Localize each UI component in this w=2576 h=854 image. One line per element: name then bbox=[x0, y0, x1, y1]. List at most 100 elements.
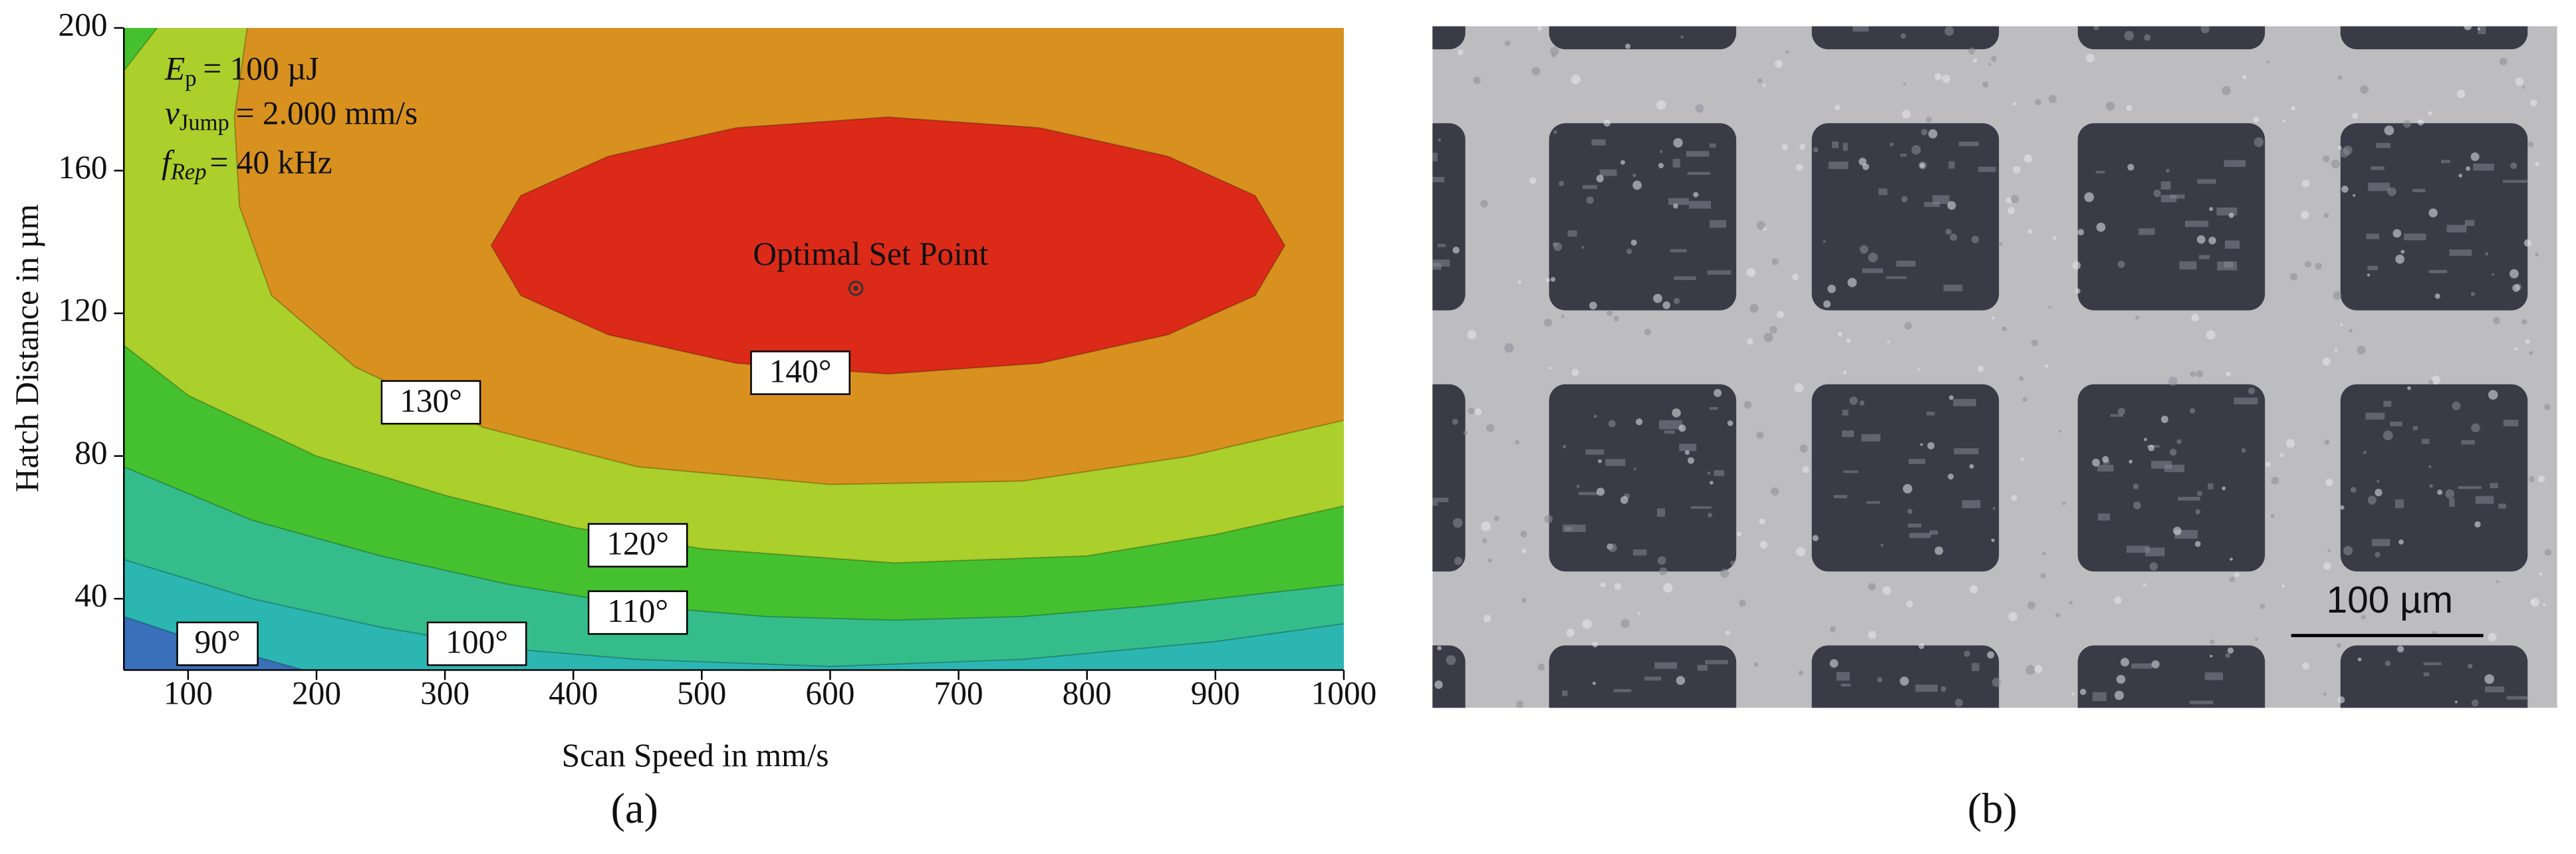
cell-speck bbox=[1834, 752, 1856, 756]
texture-speck bbox=[2363, 450, 2367, 454]
texture-speck bbox=[2259, 603, 2265, 609]
cell-speck bbox=[1924, 202, 1940, 208]
texture-speck bbox=[1608, 420, 1616, 428]
cell-speck bbox=[2421, 438, 2430, 444]
texture-speck bbox=[1550, 277, 1556, 282]
texture-speck bbox=[2429, 484, 2433, 488]
dark-cell bbox=[1811, 645, 1999, 708]
texture-speck bbox=[2169, 448, 2177, 456]
texture-speck bbox=[1659, 567, 1668, 576]
texture-speck bbox=[1637, 612, 1641, 615]
texture-speck bbox=[2148, 444, 2155, 452]
y-tick-label: 40 bbox=[74, 577, 107, 613]
cell-speck bbox=[1831, 0, 1850, 1]
cell-speck bbox=[2210, 21, 2224, 25]
texture-speck bbox=[2102, 456, 2109, 463]
cell-speck bbox=[1833, 495, 1847, 499]
texture-speck bbox=[1830, 626, 1836, 633]
texture-speck bbox=[2470, 292, 2476, 297]
cell-speck bbox=[2218, 17, 2240, 23]
contour-line bbox=[490, 116, 1286, 375]
texture-speck bbox=[2248, 387, 2255, 395]
texture-speck bbox=[1516, 700, 1524, 708]
cell-speck bbox=[2498, 503, 2506, 509]
texture-speck bbox=[1940, 686, 1946, 692]
cell-speck bbox=[1908, 458, 1926, 464]
texture-speck bbox=[2077, 229, 2085, 235]
texture-speck bbox=[1876, 677, 1882, 682]
cell-speck bbox=[1705, 660, 1728, 664]
texture-speck bbox=[2265, 462, 2271, 468]
cell-speck bbox=[2371, 539, 2390, 547]
cell-speck bbox=[2216, 208, 2238, 215]
cell-speck bbox=[2464, 219, 2475, 226]
cell-speck bbox=[1954, 448, 1979, 455]
texture-speck bbox=[1482, 538, 1487, 543]
dark-cell bbox=[1432, 645, 1466, 708]
texture-speck bbox=[2400, 249, 2405, 254]
texture-speck bbox=[1463, 430, 1468, 435]
texture-speck bbox=[1900, 33, 1906, 39]
cell-speck bbox=[1578, 492, 1599, 496]
cell-speck bbox=[2371, 166, 2384, 170]
texture-speck bbox=[2253, 116, 2259, 123]
texture-speck bbox=[1911, 145, 1921, 155]
texture-speck bbox=[2445, 489, 2455, 499]
y-tick-label: 80 bbox=[74, 434, 107, 471]
texture-speck bbox=[2396, 645, 2404, 653]
contour-label-box bbox=[380, 380, 481, 425]
texture-speck bbox=[2361, 615, 2366, 620]
texture-speck bbox=[1964, 650, 1970, 657]
texture-speck bbox=[2228, 212, 2234, 218]
texture-speck bbox=[2431, 375, 2440, 385]
texture-speck bbox=[1707, 513, 1712, 517]
cell-speck bbox=[2404, 233, 2426, 241]
texture-speck bbox=[1948, 474, 1954, 480]
texture-speck bbox=[2544, 549, 2551, 556]
texture-speck bbox=[1613, 316, 1619, 322]
texture-speck bbox=[1633, 467, 1636, 470]
cell-speck bbox=[2095, 170, 2105, 174]
texture-speck bbox=[2025, 665, 2035, 675]
texture-speck bbox=[2173, 526, 2182, 535]
texture-speck bbox=[1720, 569, 1730, 578]
cell-speck bbox=[1972, 662, 1980, 671]
texture-speck bbox=[2349, 329, 2353, 333]
texture-speck bbox=[2341, 186, 2349, 193]
texture-speck bbox=[1970, 585, 1978, 594]
contour-plot bbox=[124, 27, 1344, 670]
texture-speck bbox=[1437, 646, 1442, 650]
texture-speck bbox=[2190, 371, 2196, 377]
cell-speck bbox=[1659, 420, 1682, 430]
texture-speck bbox=[1481, 521, 1491, 531]
texture-speck bbox=[2124, 31, 2134, 41]
texture-speck bbox=[2523, 239, 2531, 247]
texture-speck bbox=[2484, 674, 2494, 684]
texture-speck bbox=[2022, 397, 2027, 402]
cell-speck bbox=[1926, 412, 1935, 416]
texture-speck bbox=[2035, 98, 2041, 106]
cell-speck bbox=[1686, 151, 1710, 157]
cell-speck bbox=[1922, 17, 1928, 26]
cell-speck bbox=[1707, 270, 1732, 275]
texture-speck bbox=[2027, 601, 2035, 610]
texture-speck bbox=[2210, 654, 2213, 658]
cell-speck bbox=[1393, 18, 1408, 21]
texture-speck bbox=[2010, 195, 2019, 204]
cell-speck bbox=[1684, 11, 1692, 19]
texture-speck bbox=[2128, 460, 2133, 464]
cell-speck bbox=[1626, 807, 1647, 816]
texture-speck bbox=[2061, 501, 2066, 505]
cell-speck bbox=[1697, 664, 1708, 671]
cell-speck bbox=[1357, 495, 1372, 501]
texture-speck bbox=[1632, 174, 1636, 178]
x-tick-label: 300 bbox=[420, 674, 469, 711]
texture-speck bbox=[2114, 690, 2124, 700]
texture-speck bbox=[2323, 213, 2329, 218]
texture-speck bbox=[2437, 490, 2443, 496]
cell-speck bbox=[2444, 740, 2463, 748]
texture-speck bbox=[2126, 104, 2132, 112]
texture-speck bbox=[2407, 386, 2411, 390]
texture-speck bbox=[2417, 119, 2424, 126]
cell-speck bbox=[1407, 155, 1418, 162]
